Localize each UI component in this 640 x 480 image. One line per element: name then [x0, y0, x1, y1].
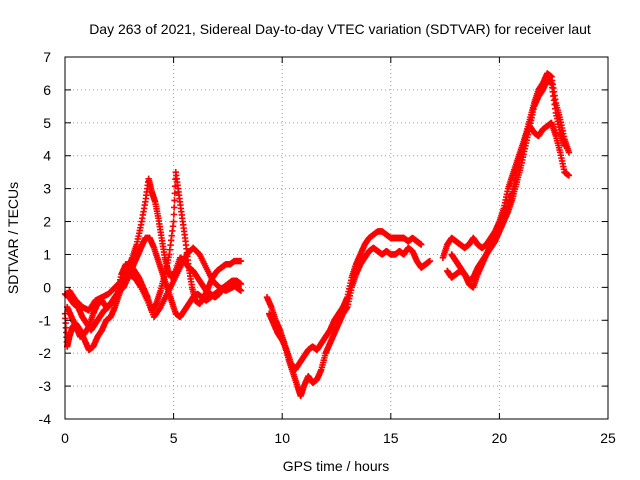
y-tick-label: -1 [39, 312, 52, 328]
tick-labels: 0 5 10 15 20 25 -4 -3 -2 -1 0 1 2 3 4 5 6 7 [39, 49, 616, 446]
y-tick-label: -2 [39, 345, 52, 361]
data-point [565, 172, 573, 179]
x-tick-label: 15 [383, 430, 399, 446]
x-tick-label: 10 [274, 430, 290, 446]
y-tick-label: 5 [43, 115, 51, 131]
data-point [418, 241, 425, 248]
y-tick-label: 7 [43, 49, 51, 65]
y-tick-label: 4 [43, 148, 51, 164]
data-point [237, 257, 245, 265]
y-tick-label: 0 [43, 279, 51, 295]
x-tick-label: 0 [61, 430, 69, 446]
data-point [170, 218, 177, 225]
data-point [426, 257, 434, 265]
y-tick-label: -3 [39, 378, 52, 394]
chart-title: Day 263 of 2021, Sidereal Day-to-day VTE… [89, 21, 591, 37]
series-trace-9 [448, 76, 568, 291]
series-trace-7 [439, 119, 573, 261]
series-trace-5 [263, 244, 434, 400]
interp-point [171, 204, 178, 211]
interp-point [171, 190, 179, 197]
y-tick-label: 1 [43, 246, 51, 262]
y-axis-label: SDTVAR / TECUs [5, 182, 21, 294]
y-tick-label: 3 [43, 181, 51, 197]
y-tick-label: -4 [39, 411, 52, 427]
series-trace-8 [444, 70, 573, 284]
data-point [237, 287, 245, 294]
interp-point [170, 211, 178, 218]
y-tick-label: 6 [43, 82, 51, 98]
x-axis-label: GPS time / hours [283, 458, 390, 474]
x-tick-label: 5 [170, 430, 178, 446]
series-trace-6 [265, 228, 425, 373]
plot-frame [64, 56, 609, 420]
data-point [561, 142, 568, 150]
data-point [565, 149, 573, 156]
data-point [235, 280, 242, 288]
series-trace-4 [66, 244, 242, 321]
y-tick-label: 2 [43, 214, 51, 230]
data-markers [61, 70, 573, 400]
x-tick-label: 20 [492, 430, 508, 446]
axis-ticks [64, 56, 609, 420]
interp-point [171, 197, 178, 204]
x-tick-label: 25 [600, 430, 616, 446]
